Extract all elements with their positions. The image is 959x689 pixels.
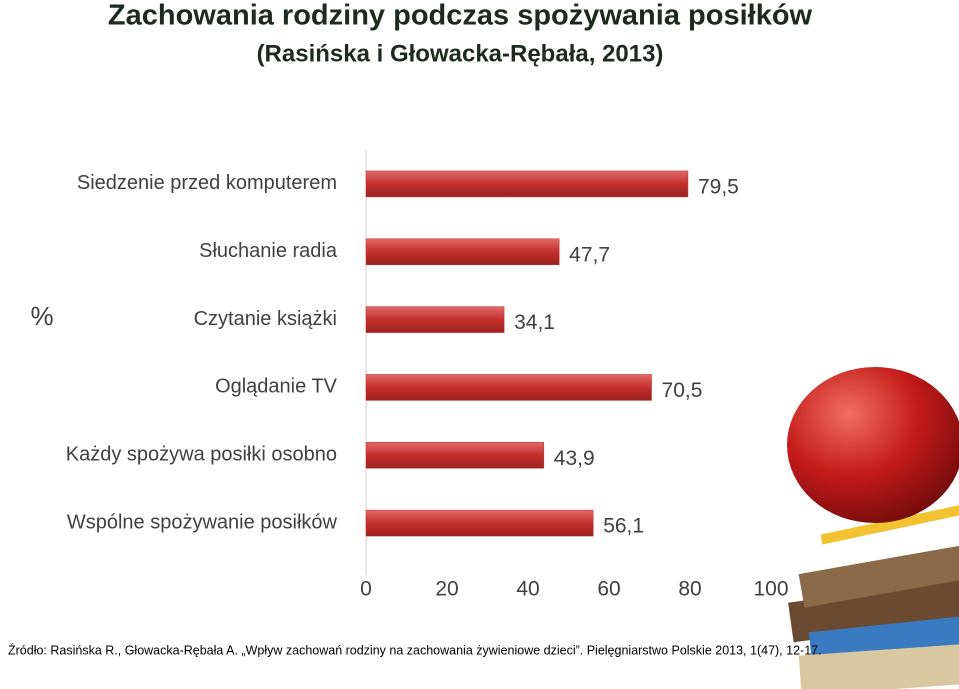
value-label: 79,5 <box>698 175 739 198</box>
axis-label: % <box>30 301 53 331</box>
source-note: Źródło: Rasińska R., Głowacka-Rębała A. … <box>8 642 822 657</box>
x-tick-label: 40 <box>516 578 539 601</box>
bar <box>365 306 505 333</box>
bar <box>365 374 652 401</box>
y-tick-label: Oglądanie TV <box>215 376 338 398</box>
y-tick-label: Każdy spożywa posiłki osobno <box>66 444 337 466</box>
x-tick-label: 80 <box>678 578 701 601</box>
x-tick-label: 0 <box>360 578 372 601</box>
value-label: 43,9 <box>554 447 595 470</box>
y-tick-label: Czytanie książki <box>194 308 337 330</box>
chart-title: Zachowania rodziny podczas spożywania po… <box>108 0 813 32</box>
apple-books-illustration <box>787 367 959 689</box>
value-label: 70,5 <box>662 379 703 402</box>
x-tick-label: 60 <box>597 578 620 601</box>
bar <box>365 442 545 469</box>
value-label: 47,7 <box>569 243 610 266</box>
value-label: 34,1 <box>514 311 555 334</box>
chart-subtitle: (Rasińska i Głowacka-Rębała, 2013) <box>257 40 664 67</box>
value-label: 56,1 <box>603 515 644 538</box>
bar <box>365 509 594 537</box>
x-tick-label: 100 <box>753 578 788 601</box>
bar <box>365 170 689 198</box>
y-tick-label: Wspólne spożywanie posiłków <box>67 511 338 533</box>
bar <box>365 238 560 265</box>
y-tick-label: Siedzenie przed komputerem <box>77 172 337 194</box>
y-tick-label: Słuchanie radia <box>199 240 338 262</box>
x-tick-label: 20 <box>435 578 458 601</box>
